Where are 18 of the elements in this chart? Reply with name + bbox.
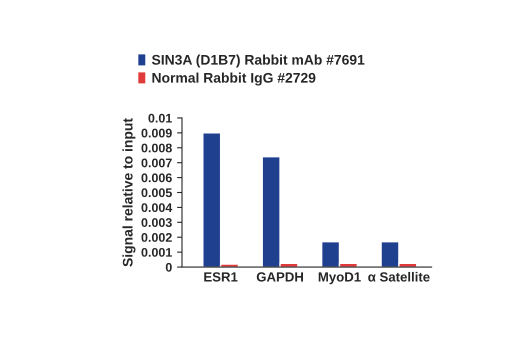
y-tick-label: 0.002	[141, 233, 172, 242]
y-axis-title: Signal relative to input	[122, 118, 136, 267]
legend-label: Normal Rabbit IgG #2729	[152, 72, 316, 86]
x-tick-label: ESR1	[204, 272, 238, 282]
y-tick-label: 0.008	[141, 144, 172, 152]
x-tick-label: GAPDH	[256, 272, 303, 282]
legend-label: SIN3A (D1B7) Rabbit mAb #7691	[152, 54, 364, 68]
y-tick-label: 0	[166, 262, 172, 272]
y-tick-label: 0.003	[141, 218, 172, 227]
y-tick-label: 0.001	[141, 248, 172, 257]
y-tick-label: 0.006	[141, 173, 172, 182]
x-tick-label: α Satellite	[368, 272, 430, 282]
x-tick-label: MyoD1	[318, 272, 361, 284]
y-tick-label: 0.009	[141, 128, 172, 138]
y-tick-label: 0.004	[141, 203, 172, 212]
y-tick-label: 0.005	[141, 188, 172, 198]
y-tick-label: 0.007	[141, 158, 172, 168]
y-tick-label: 0.01	[148, 114, 172, 123]
